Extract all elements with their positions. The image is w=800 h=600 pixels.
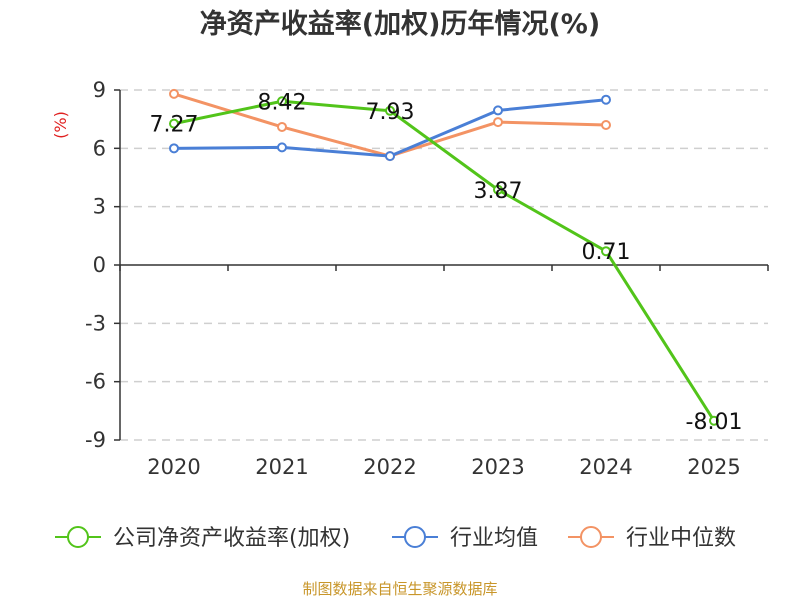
x-tick-label: 2023 — [471, 455, 524, 479]
legend-marker — [580, 526, 602, 548]
x-tick-label: 2021 — [255, 455, 308, 479]
y-tick-label: 9 — [93, 78, 106, 102]
legend-marker — [404, 526, 426, 548]
legend-label: 行业均值 — [450, 526, 538, 551]
y-tick-label: -6 — [85, 370, 106, 394]
data-label: 7.27 — [150, 113, 199, 138]
series-point — [169, 143, 179, 154]
series-point — [277, 121, 287, 132]
y-tick-label: 3 — [93, 195, 106, 219]
data-label: 7.93 — [366, 100, 415, 125]
series-point — [385, 105, 395, 116]
data-label: -8.01 — [686, 410, 743, 435]
series-point — [277, 96, 287, 107]
y-tick-label: -3 — [85, 311, 106, 335]
legend-marker — [67, 526, 89, 548]
data-label: 8.42 — [258, 90, 307, 115]
series-point — [601, 246, 611, 257]
grid-layer — [120, 89, 768, 441]
series-point — [709, 415, 719, 426]
series-layer — [169, 88, 719, 426]
data-label: 3.87 — [474, 179, 523, 204]
x-tick-label: 2020 — [147, 455, 200, 479]
x-tick-label: 2022 — [363, 455, 416, 479]
y-axis-unit: (%) — [51, 111, 70, 139]
y-tick-label: 6 — [93, 136, 106, 160]
axis-layer: 9 6 3 0 -3 -6 -9 2020 2021 2022 2023 2024 2025 — [85, 78, 769, 479]
y-tick-label: 0 — [93, 253, 106, 277]
series-point — [493, 184, 503, 195]
series-point — [493, 117, 503, 128]
y-tick-label: -9 — [85, 428, 106, 452]
legend-label: 公司净资产收益率(加权) — [113, 526, 350, 551]
x-tick-label: 2024 — [579, 455, 632, 479]
data-label: 0.71 — [582, 240, 631, 265]
series-point — [493, 105, 503, 116]
source-note: 制图数据来自恒生聚源数据库 — [302, 580, 497, 598]
series-point — [169, 118, 179, 129]
series-point — [601, 94, 611, 105]
series-point — [169, 88, 179, 99]
series-point — [601, 120, 611, 130]
series-point — [385, 151, 395, 162]
data-label-layer: 7.27 8.42 7.93 3.87 0.71 -8.01 — [150, 90, 743, 434]
series-point — [277, 142, 287, 153]
x-tick-label: 2025 — [687, 455, 740, 479]
chart-title: 净资产收益率(加权)历年情况(%) — [200, 8, 600, 40]
legend-label: 行业中位数 — [626, 526, 736, 551]
series-line — [173, 99, 716, 422]
legend: 公司净资产收益率(加权) 行业均值 行业中位数 — [55, 526, 736, 551]
